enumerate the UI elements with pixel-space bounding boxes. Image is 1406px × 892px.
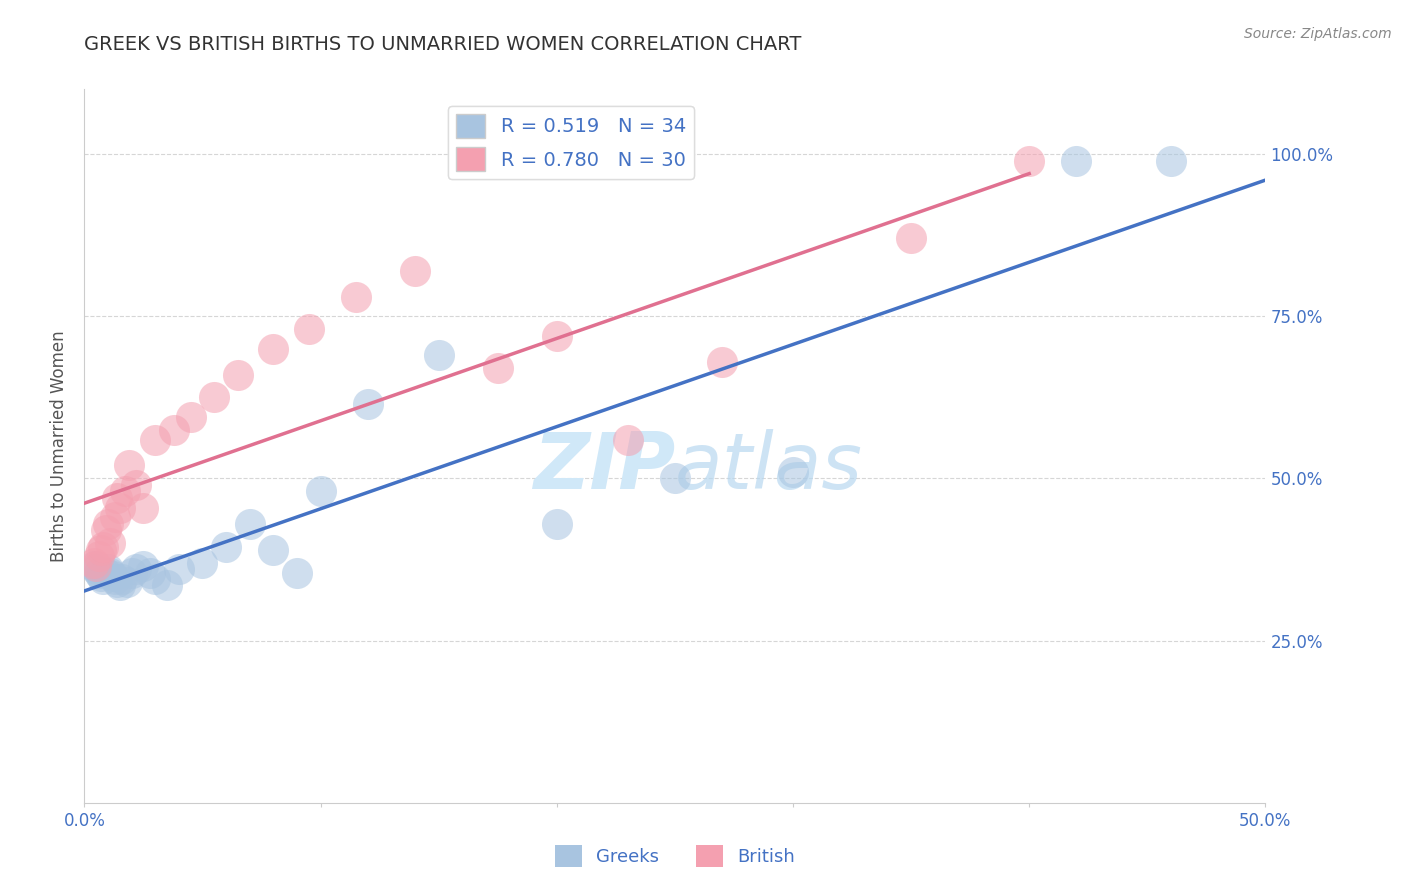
Point [121,566,143,580]
Point [427,348,450,362]
Text: ZIP: ZIP [533,429,675,506]
Point [1160,153,1182,168]
Point [486,361,509,376]
Point [84,562,107,576]
Point [546,516,568,531]
Point [285,566,308,580]
Point [132,500,155,515]
Point [91,572,114,586]
Point [125,478,148,492]
Text: atlas: atlas [675,429,863,506]
Point [87,549,110,564]
Point [132,559,155,574]
Legend: Greeks, British: Greeks, British [548,838,801,874]
Point [143,433,166,447]
Point [309,484,332,499]
Point [167,562,190,576]
Text: GREEK VS BRITISH BIRTHS TO UNMARRIED WOMEN CORRELATION CHART: GREEK VS BRITISH BIRTHS TO UNMARRIED WOM… [84,35,801,54]
Point [98,566,121,580]
Point [83,556,105,570]
Point [90,568,112,582]
Point [125,562,148,576]
Point [156,578,179,592]
Point [215,540,238,554]
Point [98,536,121,550]
Point [202,390,225,404]
Point [1066,153,1088,168]
Point [115,575,138,590]
Point [94,566,117,580]
Point [262,342,284,356]
Point [546,328,568,343]
Y-axis label: Births to Unmarried Women: Births to Unmarried Women [51,330,69,562]
Point [139,566,162,580]
Point [104,572,127,586]
Point [84,559,107,574]
Point [664,471,686,485]
Point [143,572,166,586]
Text: Source: ZipAtlas.com: Source: ZipAtlas.com [1244,27,1392,41]
Point [191,556,214,570]
Point [104,510,127,524]
Point [226,368,249,382]
Point [91,540,114,554]
Point [262,542,284,557]
Point [101,568,124,582]
Point [97,562,120,576]
Point [344,290,367,304]
Point [163,423,186,437]
Point [87,566,110,580]
Point [180,409,202,424]
Point [107,575,129,590]
Point [616,433,638,447]
Point [108,578,131,592]
Point [94,524,117,538]
Point [111,572,134,586]
Point [83,559,105,574]
Point [782,465,804,479]
Point [108,500,131,515]
Point [298,322,321,336]
Point [1018,153,1040,168]
Point [239,516,262,531]
Point [900,231,922,245]
Point [357,397,380,411]
Legend: R = 0.519   N = 34, R = 0.780   N = 30: R = 0.519 N = 34, R = 0.780 N = 30 [449,106,695,178]
Point [118,458,141,473]
Point [114,484,136,499]
Point [404,264,426,278]
Point [711,354,734,368]
Point [97,516,120,531]
Point [107,491,129,505]
Point [90,542,112,557]
